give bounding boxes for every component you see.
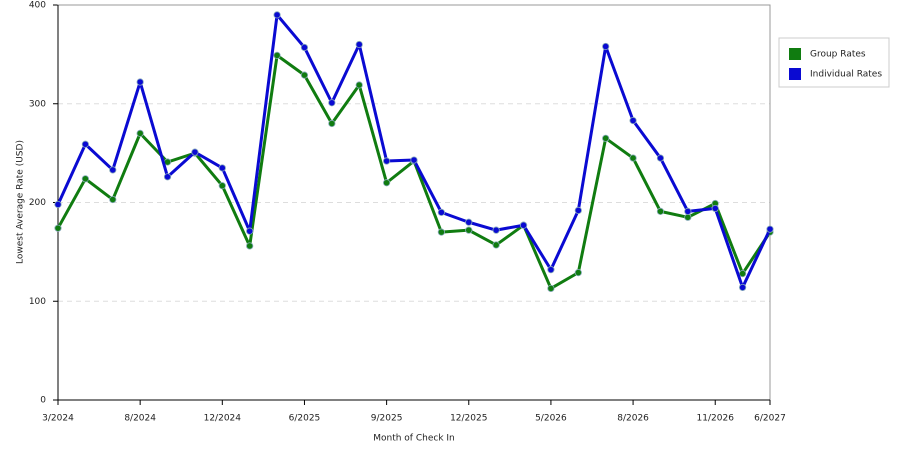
- x-axis-title: Month of Check In: [373, 434, 455, 444]
- y-tick-label: 400: [29, 1, 46, 11]
- point: [218, 182, 226, 190]
- point: [355, 40, 363, 49]
- point: [629, 154, 637, 162]
- point: [273, 51, 281, 59]
- point: [711, 204, 719, 213]
- point: [410, 156, 418, 164]
- point: [547, 284, 555, 293]
- point: [300, 71, 309, 79]
- point: [273, 11, 281, 19]
- point: [684, 207, 692, 215]
- x-tick-label: 3/2024: [42, 414, 74, 424]
- point: [465, 226, 473, 234]
- point: [355, 81, 363, 89]
- y-axis-title: Lowest Average Rate (USD): [16, 140, 26, 264]
- point: [54, 224, 62, 232]
- point: [492, 241, 500, 249]
- y-tick-label: 300: [29, 99, 46, 109]
- point: [465, 218, 473, 226]
- point: [547, 266, 555, 274]
- point: [519, 221, 528, 229]
- point: [191, 148, 199, 156]
- x-tick-label: 11/2026: [697, 414, 735, 424]
- point: [739, 283, 747, 292]
- x-tick-label: 6/2027: [754, 414, 786, 424]
- point: [81, 140, 89, 148]
- legend-swatch: [789, 48, 801, 60]
- point: [739, 269, 747, 278]
- x-tick-label: 12/2025: [450, 414, 487, 424]
- legend-label: Group Rates: [810, 50, 866, 60]
- point: [684, 213, 692, 221]
- point: [656, 154, 665, 162]
- point: [136, 78, 144, 86]
- point: [328, 119, 336, 128]
- point: [246, 242, 254, 250]
- point: [437, 228, 445, 236]
- legend-swatch: [789, 68, 801, 80]
- point: [383, 179, 391, 187]
- point: [163, 173, 172, 181]
- x-tick-label: 9/2025: [371, 414, 403, 424]
- point: [602, 134, 610, 142]
- point: [602, 42, 610, 51]
- point: [54, 200, 62, 209]
- point: [574, 269, 582, 277]
- x-tick-label: 12/2024: [204, 414, 242, 424]
- y-tick-label: 0: [40, 396, 46, 406]
- point: [383, 157, 391, 165]
- point: [574, 206, 582, 214]
- x-tick-label: 6/2025: [289, 414, 321, 424]
- x-tick-label: 8/2024: [124, 414, 156, 424]
- point: [136, 129, 144, 137]
- series-line: [56, 13, 772, 289]
- point: [492, 226, 500, 234]
- point: [109, 195, 117, 204]
- point: [629, 116, 637, 125]
- point: [109, 166, 117, 174]
- x-tick-label: 8/2026: [617, 414, 649, 424]
- point: [218, 164, 226, 172]
- point: [81, 175, 89, 183]
- point: [328, 99, 336, 107]
- point: [766, 225, 774, 233]
- point: [300, 43, 309, 52]
- point: [656, 207, 665, 215]
- legend-label: Individual Rates: [810, 70, 882, 80]
- point: [246, 227, 254, 235]
- y-tick-label: 200: [29, 198, 46, 208]
- y-tick-label: 100: [29, 297, 46, 307]
- x-tick-label: 5/2026: [535, 414, 567, 424]
- point: [437, 208, 445, 216]
